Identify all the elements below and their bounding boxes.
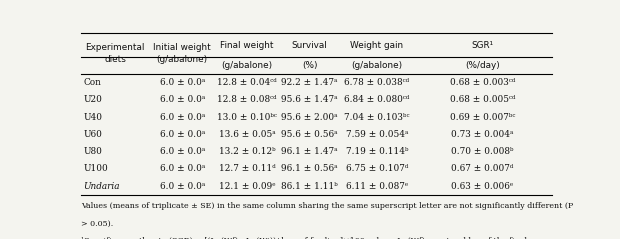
Text: (%/day): (%/day) (465, 61, 500, 70)
Text: Experimental
diets: Experimental diets (86, 43, 144, 64)
Text: (%): (%) (302, 61, 317, 70)
Text: 12.7 ± 0.11ᵈ: 12.7 ± 0.11ᵈ (219, 164, 275, 174)
Text: 0.68 ± 0.003ᶜᵈ: 0.68 ± 0.003ᶜᵈ (450, 78, 515, 87)
Text: 6.84 ± 0.080ᶜᵈ: 6.84 ± 0.080ᶜᵈ (344, 95, 410, 104)
Text: 96.1 ± 0.56ᵃ: 96.1 ± 0.56ᵃ (281, 164, 338, 174)
Text: Final weight: Final weight (220, 41, 274, 50)
Text: 0.73 ± 0.004ᵃ: 0.73 ± 0.004ᵃ (451, 130, 514, 139)
Text: Con: Con (83, 78, 101, 87)
Text: U60: U60 (83, 130, 102, 139)
Text: 6.0 ± 0.0ᵃ: 6.0 ± 0.0ᵃ (159, 113, 205, 121)
Text: 0.67 ± 0.007ᵈ: 0.67 ± 0.007ᵈ (451, 164, 514, 174)
Text: (g/abalone): (g/abalone) (221, 61, 273, 70)
Text: SGR¹: SGR¹ (471, 41, 494, 50)
Text: 0.70 ± 0.008ᵇ: 0.70 ± 0.008ᵇ (451, 147, 514, 156)
Text: 6.0 ± 0.0ᵃ: 6.0 ± 0.0ᵃ (159, 130, 205, 139)
Text: 6.0 ± 0.0ᵃ: 6.0 ± 0.0ᵃ (159, 182, 205, 191)
Text: 13.0 ± 0.10ᵇᶜ: 13.0 ± 0.10ᵇᶜ (217, 113, 277, 121)
Text: 6.11 ± 0.087ᵉ: 6.11 ± 0.087ᵉ (346, 182, 408, 191)
Text: 86.1 ± 1.11ᵇ: 86.1 ± 1.11ᵇ (281, 182, 338, 191)
Text: Undaria: Undaria (83, 182, 120, 191)
Text: 13.6 ± 0.05ᵃ: 13.6 ± 0.05ᵃ (219, 130, 275, 139)
Text: 6.75 ± 0.107ᵈ: 6.75 ± 0.107ᵈ (346, 164, 408, 174)
Text: Initial weight
(g/abalone): Initial weight (g/abalone) (153, 43, 211, 64)
Text: 95.6 ± 2.00ᵃ: 95.6 ± 2.00ᵃ (281, 113, 338, 121)
Text: 7.59 ± 0.054ᵃ: 7.59 ± 0.054ᵃ (345, 130, 408, 139)
Text: 6.78 ± 0.038ᶜᵈ: 6.78 ± 0.038ᶜᵈ (344, 78, 409, 87)
Text: Values (means of triplicate ± SE) in the same column sharing the same superscrip: Values (means of triplicate ± SE) in the… (81, 202, 574, 210)
Text: (g/abalone): (g/abalone) (352, 61, 402, 70)
Text: 7.04 ± 0.103ᵇᶜ: 7.04 ± 0.103ᵇᶜ (344, 113, 410, 121)
Text: 6.0 ± 0.0ᵃ: 6.0 ± 0.0ᵃ (159, 164, 205, 174)
Text: 0.63 ± 0.006ᵉ: 0.63 ± 0.006ᵉ (451, 182, 514, 191)
Text: 95.6 ± 0.56ᵃ: 95.6 ± 0.56ᵃ (281, 130, 338, 139)
Text: 13.2 ± 0.12ᵇ: 13.2 ± 0.12ᵇ (219, 147, 275, 156)
Text: U20: U20 (83, 95, 102, 104)
Text: 12.1 ± 0.09ᵉ: 12.1 ± 0.09ᵉ (219, 182, 275, 191)
Text: 92.2 ± 1.47ᵃ: 92.2 ± 1.47ᵃ (281, 78, 338, 87)
Text: 95.6 ± 1.47ᵃ: 95.6 ± 1.47ᵃ (281, 95, 338, 104)
Text: Weight gain: Weight gain (350, 41, 404, 50)
Text: 12.8 ± 0.04ᶜᵈ: 12.8 ± 0.04ᶜᵈ (217, 78, 277, 87)
Text: 6.0 ± 0.0ᵃ: 6.0 ± 0.0ᵃ (159, 147, 205, 156)
Text: Survival: Survival (291, 41, 327, 50)
Text: 6.0 ± 0.0ᵃ: 6.0 ± 0.0ᵃ (159, 78, 205, 87)
Text: U100: U100 (83, 164, 108, 174)
Text: > 0.05).: > 0.05). (81, 220, 113, 228)
Text: 6.0 ± 0.0ᵃ: 6.0 ± 0.0ᵃ (159, 95, 205, 104)
Text: ¹Specific growth rate (SGR) = [(Ln(Wf) - Ln(Wi))/days of feeding]×100, where Ln(: ¹Specific growth rate (SGR) = [(Ln(Wf) -… (81, 237, 552, 239)
Text: U40: U40 (83, 113, 102, 121)
Text: 12.8 ± 0.08ᶜᵈ: 12.8 ± 0.08ᶜᵈ (217, 95, 277, 104)
Text: 0.69 ± 0.007ᵇᶜ: 0.69 ± 0.007ᵇᶜ (450, 113, 515, 121)
Text: 96.1 ± 1.47ᵃ: 96.1 ± 1.47ᵃ (281, 147, 338, 156)
Text: 0.68 ± 0.005ᶜᵈ: 0.68 ± 0.005ᶜᵈ (450, 95, 515, 104)
Text: 7.19 ± 0.114ᵇ: 7.19 ± 0.114ᵇ (345, 147, 408, 156)
Text: U80: U80 (83, 147, 102, 156)
